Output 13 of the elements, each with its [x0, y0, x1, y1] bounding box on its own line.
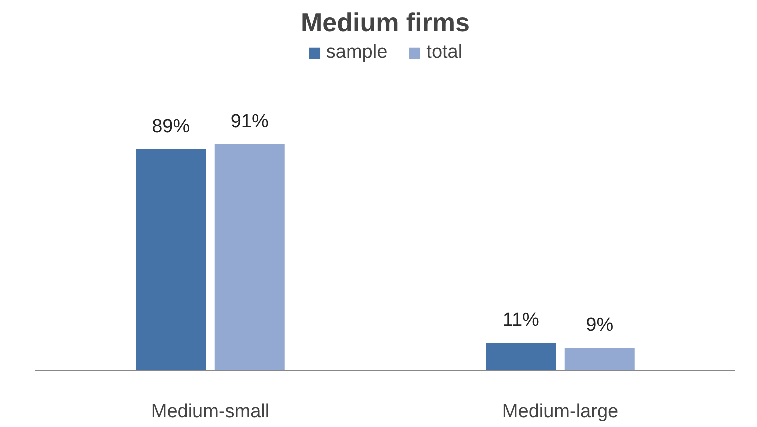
x-tick-label: Medium-small	[151, 402, 270, 422]
data-label: 11%	[502, 310, 540, 332]
bar	[564, 348, 635, 370]
bar	[486, 343, 556, 370]
bar	[136, 149, 206, 370]
legend-label: total	[426, 42, 463, 64]
data-label: 91%	[230, 111, 269, 132]
data-label: 89%	[152, 116, 190, 138]
bar	[214, 144, 285, 370]
chart-title: Medium firms	[300, 8, 470, 38]
legend-label: sample	[326, 42, 388, 64]
x-tick-label: Medium-large	[502, 402, 619, 422]
data-label: 9%	[586, 315, 614, 336]
